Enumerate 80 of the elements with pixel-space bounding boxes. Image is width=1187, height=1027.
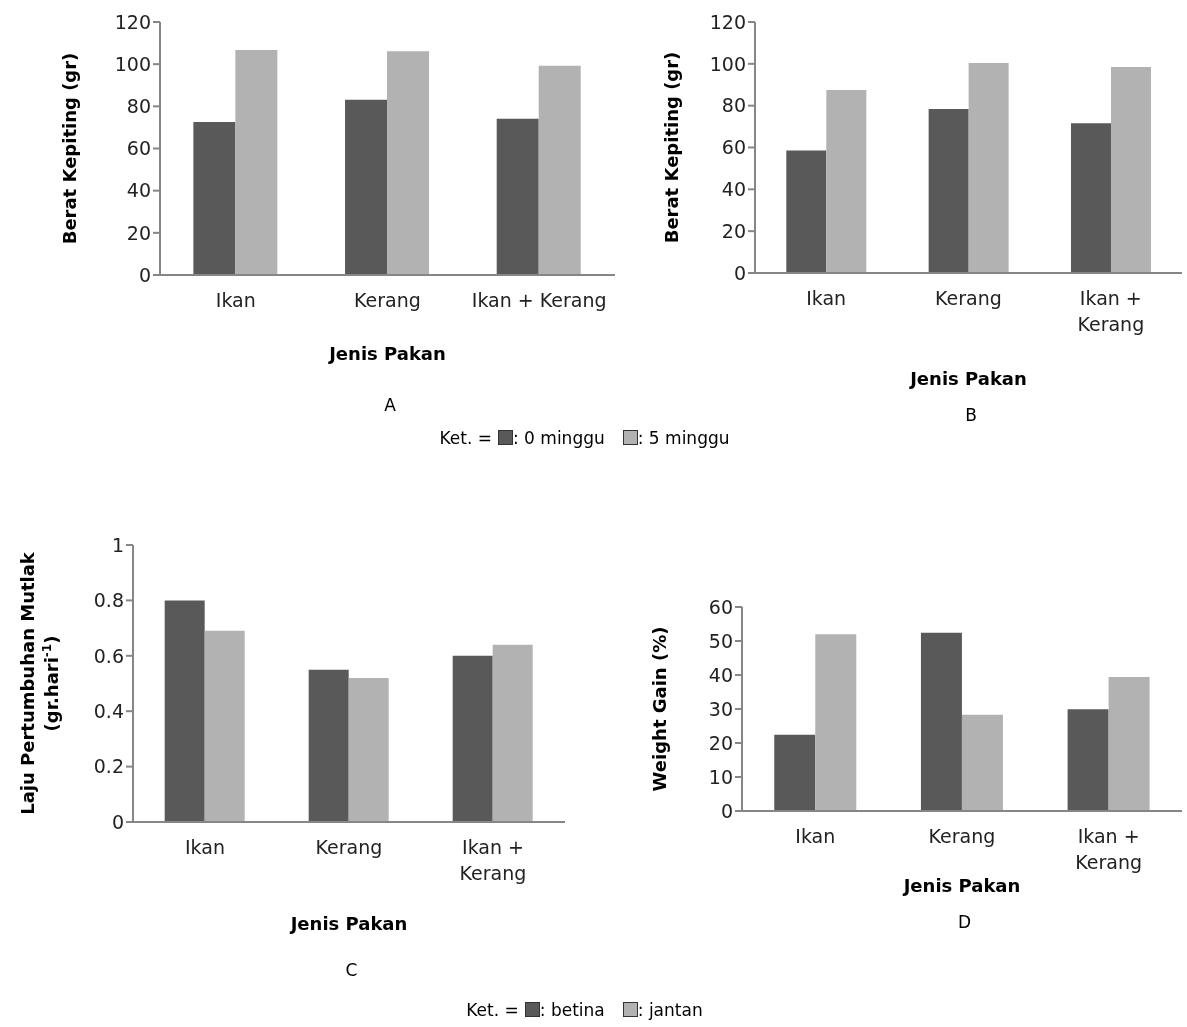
bar [538,65,581,275]
y-axis-title: Berat Kepiting (gr) [661,51,682,244]
legend-label: : 5 minggu [637,428,730,448]
bar [815,634,857,811]
y-tick-label: 40 [126,179,151,202]
x-tick-label: Kerang [928,825,996,847]
y-axis-title: Weight Gain (%) [649,626,670,792]
bar [1108,677,1150,811]
legend-label: : 0 minggu [512,428,605,448]
bar [345,99,388,275]
bar [452,655,493,822]
y-tick-label: 0 [733,261,746,284]
y-tick-label: 0.2 [93,755,124,778]
y-tick-label: 20 [126,221,151,244]
y-tick-label: 60 [126,137,151,160]
bar [387,51,430,275]
y-tick-label: 0.6 [93,644,124,667]
bar [1110,66,1151,273]
legend-label: : betina [539,1000,605,1020]
text: C [344,960,359,980]
x-tick-label: Ikan + Kerang [1077,287,1145,335]
text: D [956,912,973,932]
bar [308,669,349,822]
x-tick-label: Ikan [185,836,225,858]
y-tick-label: 40 [721,178,746,201]
bar [774,734,816,811]
x-axis-title: Jenis Pakan [327,343,446,364]
x-tick-label: Ikan + Kerang [471,289,607,311]
bar [193,121,236,275]
y-tick-label: 0.4 [93,699,124,722]
y-tick-label: 60 [708,595,733,618]
x-axis-title: Jenis Pakan [288,913,408,934]
x-tick-label: Kerang [354,289,421,311]
y-tick-label: 20 [708,731,733,754]
text: B [964,405,978,425]
bar [920,632,962,811]
bar [164,600,205,822]
y-tick-label: 0 [720,799,733,822]
y-tick-label: 20 [721,219,746,242]
x-tick-label: Ikan [795,825,836,847]
bar [826,89,867,273]
y-tick-label: 80 [721,94,746,117]
bar [348,677,389,822]
x-tick-label: Ikan + Kerang [1075,825,1143,873]
y-axis-title: Berat Kepiting (gr) [59,52,80,245]
y-tick-label: 10 [708,765,733,788]
bar [968,63,1009,273]
y-tick-label: 30 [708,697,733,720]
bar [204,630,245,822]
y-tick-label: 0 [111,810,124,833]
x-tick-label: Kerang [315,836,383,858]
legend-title: Ket. = [466,1000,519,1020]
text: A [383,395,397,415]
bar [492,644,533,822]
x-axis-title: Jenis Pakan [901,875,1021,896]
x-tick-label: Ikan [806,287,847,309]
x-tick-label: Kerang [935,287,1002,309]
bar [786,150,827,273]
bar [1070,123,1111,273]
y-tick-label: 100 [709,52,746,75]
legend-label: : jantan [637,1000,703,1020]
y-tick-label: 120 [114,10,151,33]
y-tick-label: 120 [709,10,746,33]
y-tick-label: 100 [114,52,151,75]
y-tick-label: 40 [708,663,733,686]
bar [496,118,539,275]
y-tick-label: 80 [126,95,151,118]
bar [1067,709,1109,811]
y-tick-label: 0.8 [93,589,124,612]
bar [928,109,969,273]
y-tick-label: 0 [138,263,151,286]
y-tick-label: 60 [721,136,746,159]
x-tick-label: Ikan + Kerang [459,836,527,884]
bar [961,714,1003,811]
legend-title: Ket. = [439,428,492,448]
bar [235,50,278,275]
x-axis-title: Jenis Pakan [908,368,1027,389]
y-tick-label: 50 [708,629,733,652]
y-tick-label: 1 [111,533,124,556]
x-tick-label: Ikan [215,289,256,311]
